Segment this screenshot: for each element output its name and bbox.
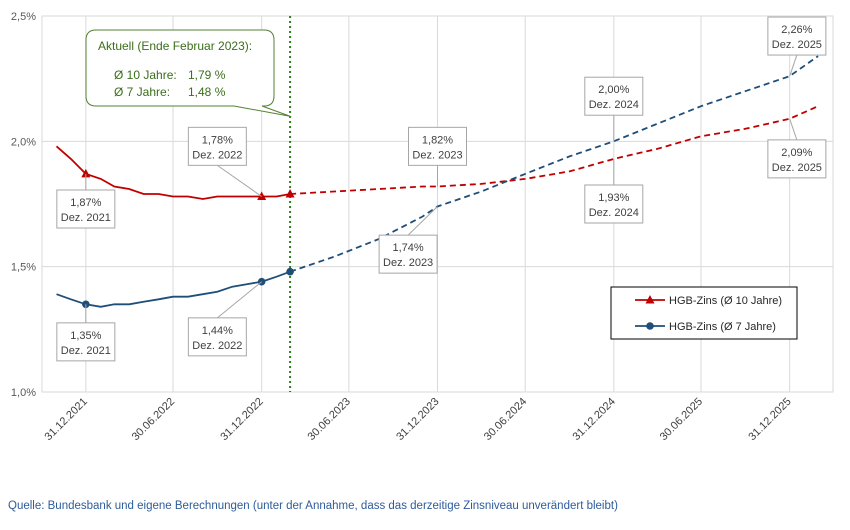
data-label-value: 1,74% bbox=[393, 242, 424, 254]
data-label-box bbox=[408, 126, 467, 166]
data-label-period: Dez. 2025 bbox=[772, 39, 822, 51]
data-label-period: Dez. 2024 bbox=[589, 207, 639, 219]
data-label-value: 1,78% bbox=[202, 134, 233, 146]
x-tick-label: 30.06.2025 bbox=[658, 396, 705, 443]
series-line-forecast bbox=[290, 105, 819, 195]
annotation-callout: Aktuell (Ende Februar 2023): Ø 10 Jahre: 1… bbox=[85, 29, 291, 117]
data-point bbox=[286, 267, 294, 276]
x-tick-label: 31.12.2021 bbox=[43, 396, 90, 443]
data-label-period: Dez. 2021 bbox=[61, 345, 111, 357]
data-label-period: Dez. 2023 bbox=[383, 257, 433, 269]
data-label-box bbox=[584, 76, 644, 116]
annotation-title: Aktuell (Ende Februar 2023): bbox=[98, 39, 252, 53]
x-tick-label: 30.06.2024 bbox=[482, 396, 529, 443]
data-label-box bbox=[767, 16, 827, 56]
legend-box bbox=[610, 286, 798, 340]
data-label-period: Dez. 2022 bbox=[192, 340, 242, 352]
source-note: Quelle: Bundesbank und eigene Berechnung… bbox=[8, 500, 618, 512]
data-label-box bbox=[187, 126, 247, 166]
legend-swatch-marker bbox=[645, 295, 655, 304]
data-label-box bbox=[187, 317, 247, 357]
label-leader-line bbox=[217, 281, 262, 319]
data-label-value: 2,00% bbox=[598, 84, 629, 96]
y-tick-label: 1,0% bbox=[11, 387, 36, 399]
series-line-actual bbox=[55, 145, 291, 200]
data-point bbox=[285, 188, 295, 198]
legend-entry-label: HGB-Zins (Ø 7 Jahre) bbox=[669, 321, 776, 333]
annotation-line-label: Ø 10 Jahre: bbox=[114, 68, 177, 82]
y-tick-label: 2,0% bbox=[11, 136, 36, 148]
x-tick-label: 30.06.2023 bbox=[306, 396, 353, 443]
data-label-value: 1,87% bbox=[70, 197, 101, 209]
series-line-actual bbox=[56, 270, 291, 308]
x-tick-label: 31.12.2024 bbox=[571, 396, 618, 443]
data-label-value: 2,26% bbox=[781, 24, 812, 36]
legend-entry-label: HGB-Zins (Ø 10 Jahre) bbox=[669, 295, 782, 307]
label-leader-line bbox=[407, 206, 438, 236]
data-label-period: Dez. 2025 bbox=[772, 162, 822, 174]
annotation-box bbox=[85, 29, 291, 117]
data-label-box bbox=[378, 234, 438, 274]
data-label-period: Dez. 2024 bbox=[589, 99, 639, 111]
data-label-period: Dez. 2022 bbox=[192, 149, 242, 161]
label-leader-line bbox=[789, 54, 798, 77]
data-label-value: 2,09% bbox=[781, 147, 812, 159]
data-label-value: 1,35% bbox=[70, 330, 101, 342]
data-label-box bbox=[56, 322, 116, 362]
x-tick-label: 31.12.2025 bbox=[746, 396, 793, 443]
label-leader-line bbox=[789, 118, 798, 141]
label-leader-line bbox=[217, 164, 262, 197]
x-tick-label: 31.12.2023 bbox=[394, 396, 441, 443]
data-label-value: 1,93% bbox=[598, 192, 629, 204]
legend: HGB-Zins (Ø 10 Jahre) HGB-Zins (Ø 7 Jahre… bbox=[610, 286, 798, 340]
y-tick-label: 1,5% bbox=[11, 262, 36, 274]
legend-swatch-marker bbox=[646, 322, 654, 330]
x-tick-label: 31.12.2022 bbox=[218, 396, 265, 443]
annotation-line-value: 1,48 % bbox=[188, 85, 226, 99]
series-line-forecast bbox=[289, 55, 819, 273]
chart: 1,0% 1,5% 2,0% 2,5% 31.12.2021 30.06.2022 31.1… bbox=[11, 11, 834, 443]
data-label-period: Dez. 2021 bbox=[61, 212, 111, 224]
data-point bbox=[257, 191, 267, 200]
data-label-value: 1,82% bbox=[422, 134, 453, 146]
y-tick-label: 2,5% bbox=[11, 11, 36, 23]
data-label-box bbox=[56, 189, 116, 229]
plot-area bbox=[41, 15, 834, 393]
data-label-period: Dez. 2023 bbox=[412, 149, 462, 161]
annotation-line-label: Ø 7 Jahre: bbox=[114, 85, 170, 99]
data-point bbox=[81, 168, 91, 178]
annotation-line-value: 1,79 % bbox=[188, 68, 226, 82]
x-tick-label: 30.06.2022 bbox=[130, 396, 177, 443]
data-label-box bbox=[767, 139, 827, 179]
data-label-value: 1,44% bbox=[202, 325, 233, 337]
data-label-box bbox=[584, 184, 644, 224]
